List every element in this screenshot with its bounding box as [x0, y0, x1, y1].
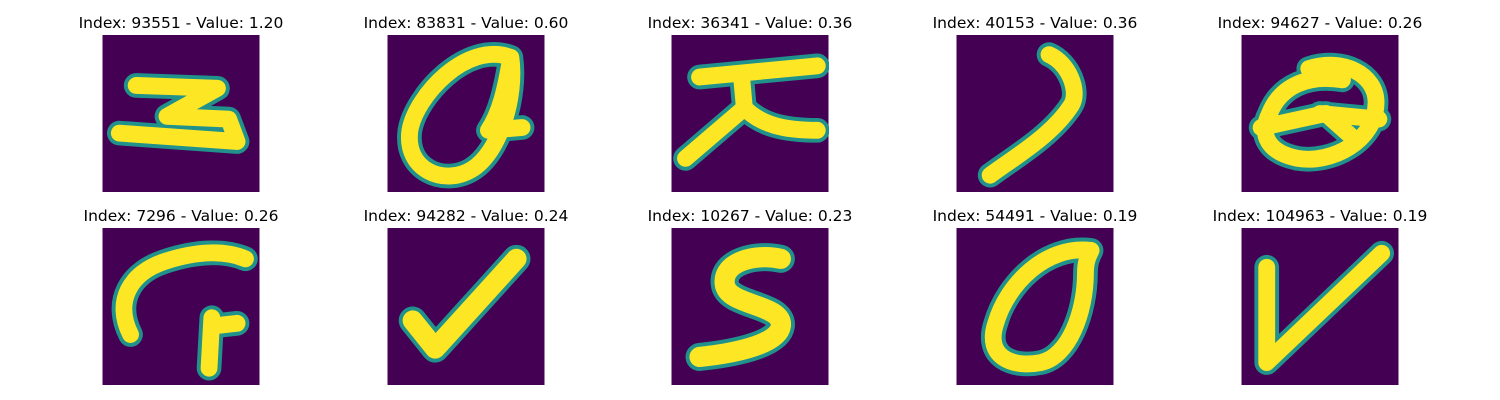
glyph-stroke	[1248, 52, 1392, 172]
glyph-stroke	[397, 42, 535, 189]
glyph-stroke	[1254, 240, 1395, 375]
glyph-core	[1256, 56, 1385, 168]
glyph-core	[1258, 244, 1391, 371]
glyph-core	[691, 57, 826, 86]
glyph-core	[110, 77, 246, 150]
glyph-stroke	[981, 237, 1104, 377]
glyph-stroke	[111, 240, 258, 381]
panel-title: Index: 94627 - Value: 0.26	[1217, 14, 1423, 32]
glyph-core	[981, 46, 1083, 184]
glyph-core	[402, 248, 527, 359]
panel-title: Index: 94282 - Value: 0.24	[363, 207, 569, 225]
panel-image	[1241, 228, 1399, 385]
panel-title: Index: 104963 - Value: 0.19	[1212, 207, 1428, 225]
panel-image	[387, 35, 545, 192]
panel-title: Index: 83831 - Value: 0.60	[363, 14, 569, 32]
glyph-stroke	[977, 42, 1087, 188]
glyph-stroke	[106, 73, 250, 154]
glyph-stroke	[398, 244, 531, 363]
panel-title: Index: 54491 - Value: 0.19	[932, 207, 1138, 225]
panel-title: Index: 40153 - Value: 0.36	[932, 14, 1138, 32]
panel-title: Index: 10267 - Value: 0.23	[647, 207, 853, 225]
glyph-core	[115, 244, 254, 343]
glyph-core	[1311, 105, 1388, 128]
glyph-core	[401, 46, 531, 185]
panel-image	[671, 35, 829, 192]
glyph-core	[985, 241, 1100, 373]
glyph-core	[689, 247, 791, 368]
panel-image	[956, 35, 1114, 192]
glyph-core	[735, 99, 826, 139]
panel-image	[102, 228, 260, 385]
glyph-stroke	[673, 53, 829, 171]
panel-image	[1241, 35, 1399, 192]
panel-image	[671, 228, 829, 385]
panel-title: Index: 93551 - Value: 1.20	[78, 14, 284, 32]
glyph-core	[203, 314, 246, 335]
panel-image	[387, 228, 545, 385]
panel-title: Index: 36341 - Value: 0.36	[647, 14, 853, 32]
panel-image	[956, 228, 1114, 385]
panel-image	[102, 35, 260, 192]
panel-title: Index: 7296 - Value: 0.26	[83, 207, 279, 225]
glyph-stroke	[685, 243, 795, 371]
